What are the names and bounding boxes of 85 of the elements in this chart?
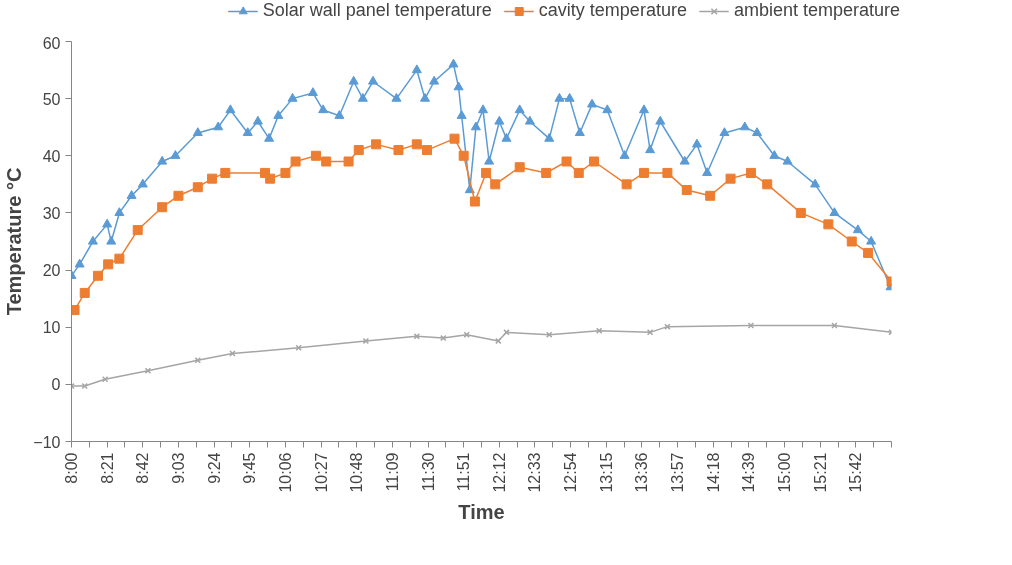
y-tick-label: 40 bbox=[42, 147, 61, 165]
point bbox=[220, 167, 231, 178]
x-tick-label: 13:15 bbox=[597, 452, 615, 493]
x-tick-label: 13:36 bbox=[633, 452, 651, 493]
x-tick-label: 8:42 bbox=[134, 452, 152, 484]
point bbox=[321, 156, 332, 167]
x-tick-label: 9:45 bbox=[241, 452, 259, 484]
point bbox=[207, 173, 218, 184]
y-tick-label: −10 bbox=[33, 433, 61, 451]
x-tick-label: 8:00 bbox=[63, 452, 80, 484]
y-tick-label: 50 bbox=[42, 90, 61, 108]
x-tick-label: 11:09 bbox=[383, 452, 401, 492]
y-tick-label: 0 bbox=[51, 376, 61, 394]
point bbox=[823, 219, 834, 230]
point bbox=[449, 133, 460, 144]
point bbox=[573, 167, 584, 178]
x-tick-label: 12:54 bbox=[562, 452, 580, 493]
point bbox=[481, 167, 492, 178]
point bbox=[353, 145, 364, 156]
point bbox=[371, 139, 382, 150]
point bbox=[705, 190, 716, 201]
legend-label: cavity temperature bbox=[538, 0, 687, 21]
point bbox=[725, 173, 736, 184]
point bbox=[831, 322, 838, 329]
x-tick-label: 10:48 bbox=[348, 452, 366, 493]
y-axis-title: Temperature °C bbox=[3, 167, 26, 316]
x-tick-label: 9:24 bbox=[205, 452, 223, 484]
point bbox=[114, 253, 125, 264]
x-tick-label: 9:03 bbox=[169, 452, 187, 484]
point bbox=[490, 179, 501, 190]
point bbox=[514, 162, 525, 173]
x-tick-label: 14:39 bbox=[740, 452, 758, 493]
point bbox=[422, 145, 432, 156]
point bbox=[846, 236, 857, 247]
point bbox=[589, 156, 600, 167]
point bbox=[681, 185, 692, 196]
point bbox=[157, 202, 168, 213]
point bbox=[310, 150, 321, 161]
point bbox=[458, 150, 469, 161]
point bbox=[863, 247, 874, 258]
x-tick-label: 11:30 bbox=[419, 452, 437, 492]
point bbox=[362, 337, 370, 345]
point bbox=[638, 167, 649, 178]
x-tick-label: 15:42 bbox=[847, 452, 865, 493]
point bbox=[745, 167, 756, 178]
point bbox=[132, 225, 143, 236]
point bbox=[541, 167, 552, 178]
x-tick-label: 13:57 bbox=[669, 452, 687, 493]
x-tick-label: 10:06 bbox=[276, 452, 294, 493]
x-tick-label: 15:00 bbox=[776, 452, 794, 493]
y-tick-label: 30 bbox=[42, 204, 61, 222]
y-tick-label: 60 bbox=[42, 34, 61, 52]
y-tick-label: 10 bbox=[42, 319, 61, 337]
point bbox=[92, 270, 103, 281]
legend-label: ambient temperature bbox=[733, 0, 900, 21]
point bbox=[561, 156, 572, 167]
point bbox=[290, 156, 301, 167]
point bbox=[393, 145, 404, 156]
point bbox=[265, 173, 276, 184]
x-axis-title: Time bbox=[458, 500, 505, 523]
point bbox=[343, 156, 354, 167]
point bbox=[662, 167, 673, 178]
point bbox=[103, 259, 114, 270]
legend-label: Solar wall panel temperature bbox=[262, 0, 492, 21]
y-tick-label: 20 bbox=[42, 262, 61, 280]
x-tick-label: 15:21 bbox=[811, 452, 829, 493]
line-series bbox=[71, 322, 892, 390]
x-tick-label: 14:18 bbox=[704, 452, 722, 493]
point bbox=[621, 179, 632, 190]
point bbox=[664, 323, 671, 330]
point bbox=[79, 287, 90, 298]
x-tick-label: 12:12 bbox=[490, 452, 508, 493]
point bbox=[469, 196, 480, 207]
point bbox=[192, 182, 203, 193]
point bbox=[229, 350, 236, 357]
point bbox=[173, 190, 184, 201]
x-tick-label: 12:33 bbox=[526, 452, 544, 493]
x-tick-label: 8:21 bbox=[98, 452, 116, 484]
point bbox=[762, 179, 773, 190]
point bbox=[71, 305, 80, 316]
x-tick-label: 11:51 bbox=[455, 452, 473, 492]
point bbox=[795, 207, 806, 218]
point bbox=[411, 139, 422, 150]
x-tick-label: 10:27 bbox=[312, 452, 330, 493]
point bbox=[280, 167, 291, 178]
